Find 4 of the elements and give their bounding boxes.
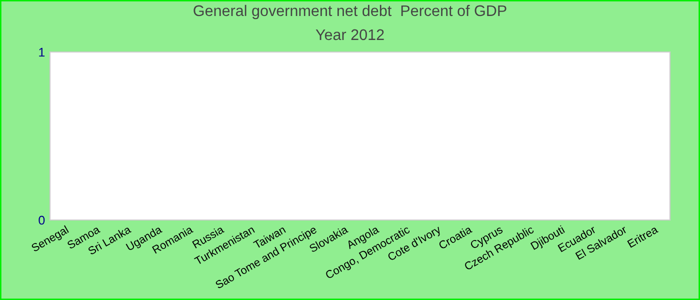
- y-tick-label: 1: [39, 48, 45, 57]
- y-tick-label: 0: [38, 216, 45, 225]
- chart-subtitle: Year 2012: [316, 29, 384, 40]
- chart-title: General government net debt Percent of GDP: [194, 4, 506, 20]
